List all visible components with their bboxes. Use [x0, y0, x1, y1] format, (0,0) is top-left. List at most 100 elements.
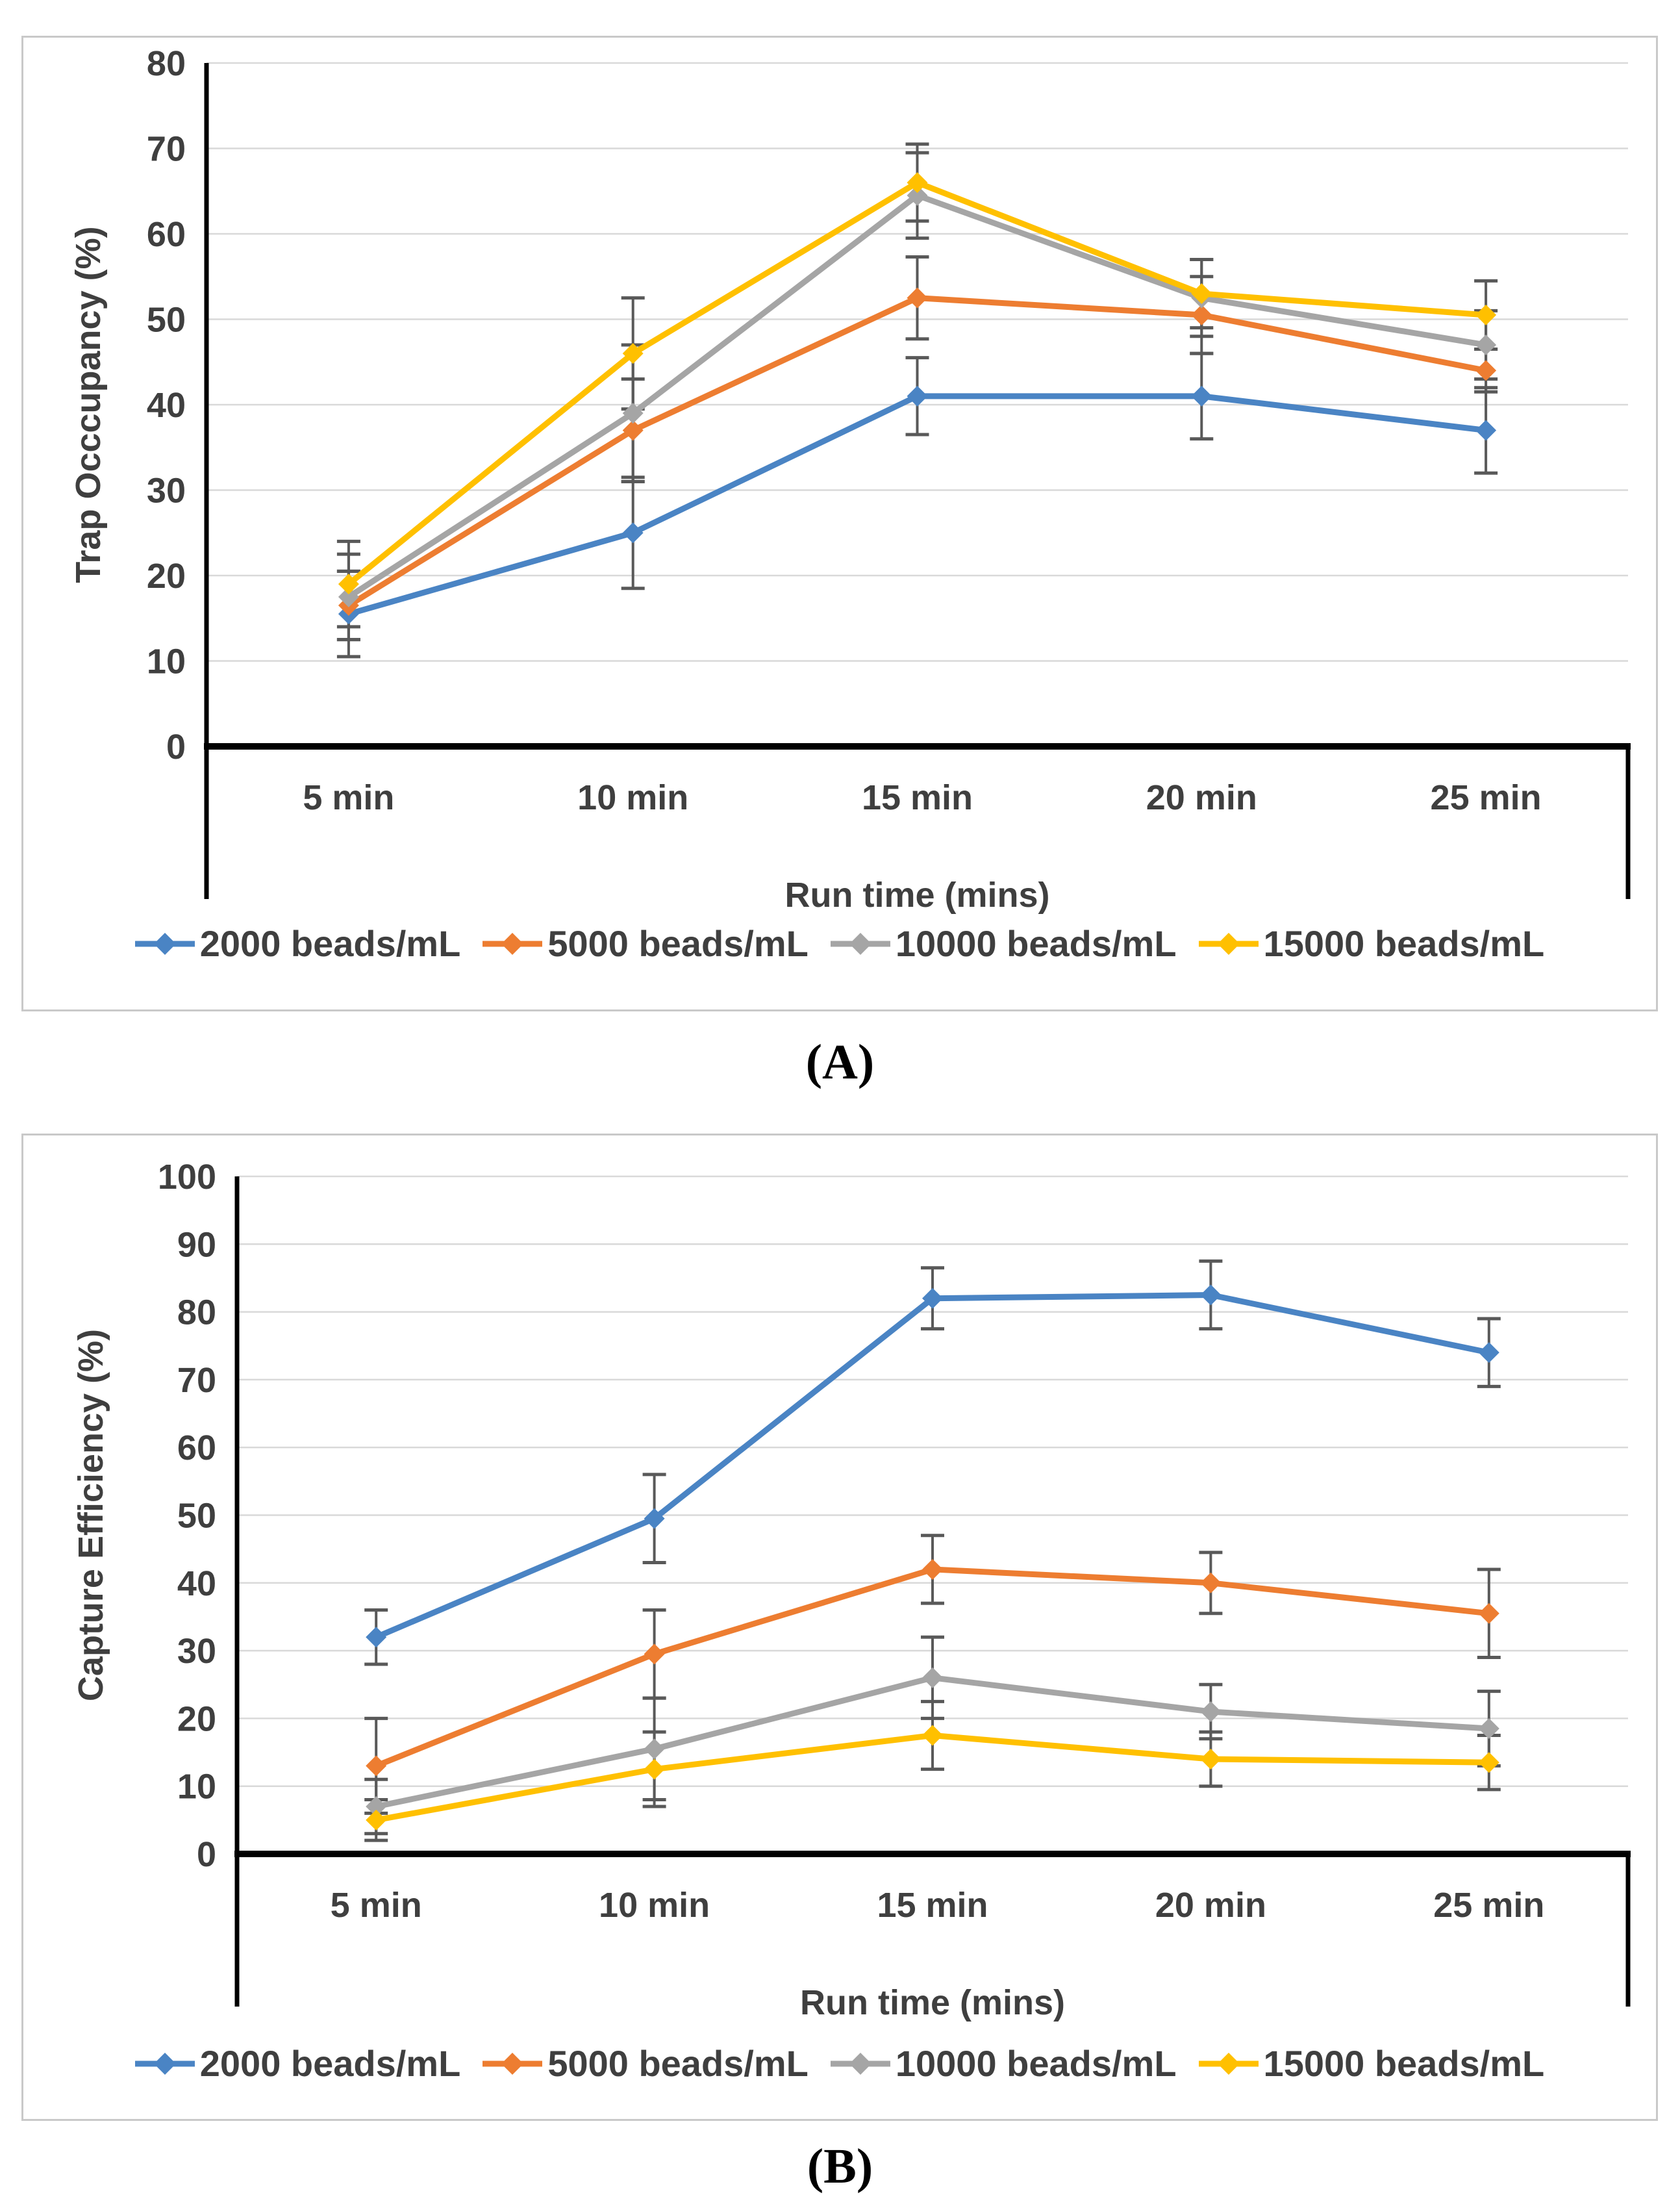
legend-chart-a: 2000 beads/mL 5000 beads/mL 10000 beads/mL…: [23, 922, 1656, 965]
y-tick-label: 80: [177, 1293, 216, 1332]
legend-marker-icon: [1198, 2052, 1259, 2075]
series-marker: [1191, 283, 1212, 305]
series-line-5000-beads-ml: [345, 295, 1489, 609]
y-tick-label: 50: [147, 301, 186, 340]
y-tick-label: 20: [147, 557, 186, 596]
x-tick-label: 5 min: [331, 1886, 422, 1925]
y-axis-title: Capture Efficiency (%): [71, 1329, 110, 1701]
x-tick-label: 25 min: [1431, 778, 1542, 817]
y-tick-label: 90: [177, 1225, 216, 1264]
legend-item-10000-beads-ml: 10000 beads/mL: [830, 2042, 1177, 2085]
series-marker: [907, 287, 928, 309]
x-tick-label: 20 min: [1155, 1886, 1266, 1925]
x-tick-label: 25 min: [1433, 1886, 1544, 1925]
legend-label: 10000 beads/mL: [895, 2043, 1177, 2084]
legend-item-5000-beads-ml: 5000 beads/mL: [483, 2042, 809, 2085]
y-tick-label: 80: [147, 44, 186, 83]
series-marker: [1478, 1718, 1499, 1740]
legend-label: 2000 beads/mL: [199, 923, 461, 964]
x-tick-label: 5 min: [303, 778, 394, 817]
series-marker: [366, 1627, 387, 1648]
legend-label: 5000 beads/mL: [547, 2043, 809, 2084]
series-marker: [1478, 1603, 1499, 1624]
y-tick-label: 70: [147, 130, 186, 169]
series-marker: [907, 184, 928, 206]
series-marker: [1191, 304, 1212, 325]
y-tick-label: 10: [147, 642, 186, 681]
legend-label: 15000 beads/mL: [1263, 2043, 1545, 2084]
series-marker: [1478, 1752, 1499, 1773]
y-tick-label: 0: [197, 1835, 216, 1874]
legend-marker-icon: [830, 2052, 890, 2075]
series-marker: [1475, 304, 1497, 325]
legend-marker-icon: [483, 932, 543, 955]
series-marker: [1475, 420, 1497, 441]
series-marker: [644, 1758, 665, 1780]
y-tick-label: 30: [177, 1632, 216, 1671]
series-marker: [338, 586, 359, 607]
series-marker: [1478, 1342, 1499, 1363]
chart-panel-a: 0 10 20 30 40 50 60 70 80 5 min 10 min 15 min 20 min…: [21, 36, 1658, 1011]
series-marker: [1200, 1284, 1222, 1306]
y-axis-title: Trap Occcupancy (%): [69, 226, 108, 583]
series-marker: [644, 1643, 665, 1665]
series-marker: [1475, 360, 1497, 381]
legend-chart-b: 2000 beads/mL 5000 beads/mL 10000 beads/mL…: [23, 2042, 1656, 2085]
y-tick-label: 20: [177, 1699, 216, 1738]
x-tick-label: 20 min: [1146, 778, 1257, 817]
y-tick-label: 70: [177, 1361, 216, 1400]
series-marker: [1475, 334, 1497, 355]
series-marker: [622, 420, 644, 441]
series-marker: [922, 1667, 943, 1688]
trap-occupancy-chart: 0 10 20 30 40 50 60 70 80 5 min 10 min 15 min 20 min…: [69, 44, 1631, 915]
y-tick-label: 40: [177, 1564, 216, 1603]
series-marker: [907, 172, 928, 194]
capture-efficiency-chart: 0 10 20 30 40 50 60 70 80 90 100 5 min 10 min 15 min 2…: [71, 1158, 1631, 2022]
legend-marker-icon: [134, 2052, 195, 2075]
y-tick-label: 60: [147, 215, 186, 254]
chart-panel-b: 0 10 20 30 40 50 60 70 80 90 100 5 min 10 min 15 min 2…: [21, 1134, 1658, 2121]
legend-item-15000-beads-ml: 15000 beads/mL: [1198, 922, 1545, 965]
legend-item-2000-beads-ml: 2000 beads/mL: [134, 2042, 461, 2085]
y-tick-label: 30: [147, 472, 186, 511]
legend-label: 2000 beads/mL: [199, 2043, 461, 2084]
y-tick-label: 0: [166, 728, 186, 767]
series-marker: [622, 403, 644, 424]
legend-marker-icon: [1198, 932, 1259, 955]
y-tick-label: 40: [147, 386, 186, 425]
legend-label: 15000 beads/mL: [1263, 923, 1545, 964]
x-tick-label: 10 min: [577, 778, 688, 817]
caption-b: (B): [807, 2139, 873, 2194]
y-tick-label: 100: [158, 1158, 216, 1197]
x-tick-label: 10 min: [599, 1886, 710, 1925]
legend-item-5000-beads-ml: 5000 beads/mL: [483, 922, 809, 965]
series-marker: [366, 1809, 387, 1831]
legend-marker-icon: [483, 2052, 543, 2075]
caption-a: (A): [805, 1035, 875, 1089]
legend-label: 10000 beads/mL: [895, 923, 1177, 964]
series-marker: [622, 522, 644, 544]
series-marker: [1191, 385, 1212, 407]
series-marker: [1200, 1572, 1222, 1593]
series-marker: [644, 1508, 665, 1529]
series-marker: [907, 385, 928, 407]
y-tick-label: 10: [177, 1768, 216, 1807]
series-marker: [366, 1755, 387, 1777]
legend-item-2000-beads-ml: 2000 beads/mL: [134, 922, 461, 965]
legend-marker-icon: [830, 932, 890, 955]
y-tick-label: 50: [177, 1497, 216, 1536]
series-marker: [1200, 1748, 1222, 1769]
series-marker: [644, 1738, 665, 1760]
series-marker: [622, 343, 644, 364]
series-marker: [922, 1558, 943, 1580]
y-tick-label: 60: [177, 1428, 216, 1467]
series-marker: [922, 1725, 943, 1746]
series-marker: [366, 1795, 387, 1817]
series-marker: [1200, 1701, 1222, 1722]
legend-label: 5000 beads/mL: [547, 923, 809, 964]
x-tick-label: 15 min: [862, 778, 973, 817]
x-tick-label: 15 min: [877, 1886, 988, 1925]
series-marker: [922, 1287, 943, 1309]
x-axis-title: Run time (mins): [784, 876, 1049, 915]
legend-marker-icon: [134, 932, 195, 955]
